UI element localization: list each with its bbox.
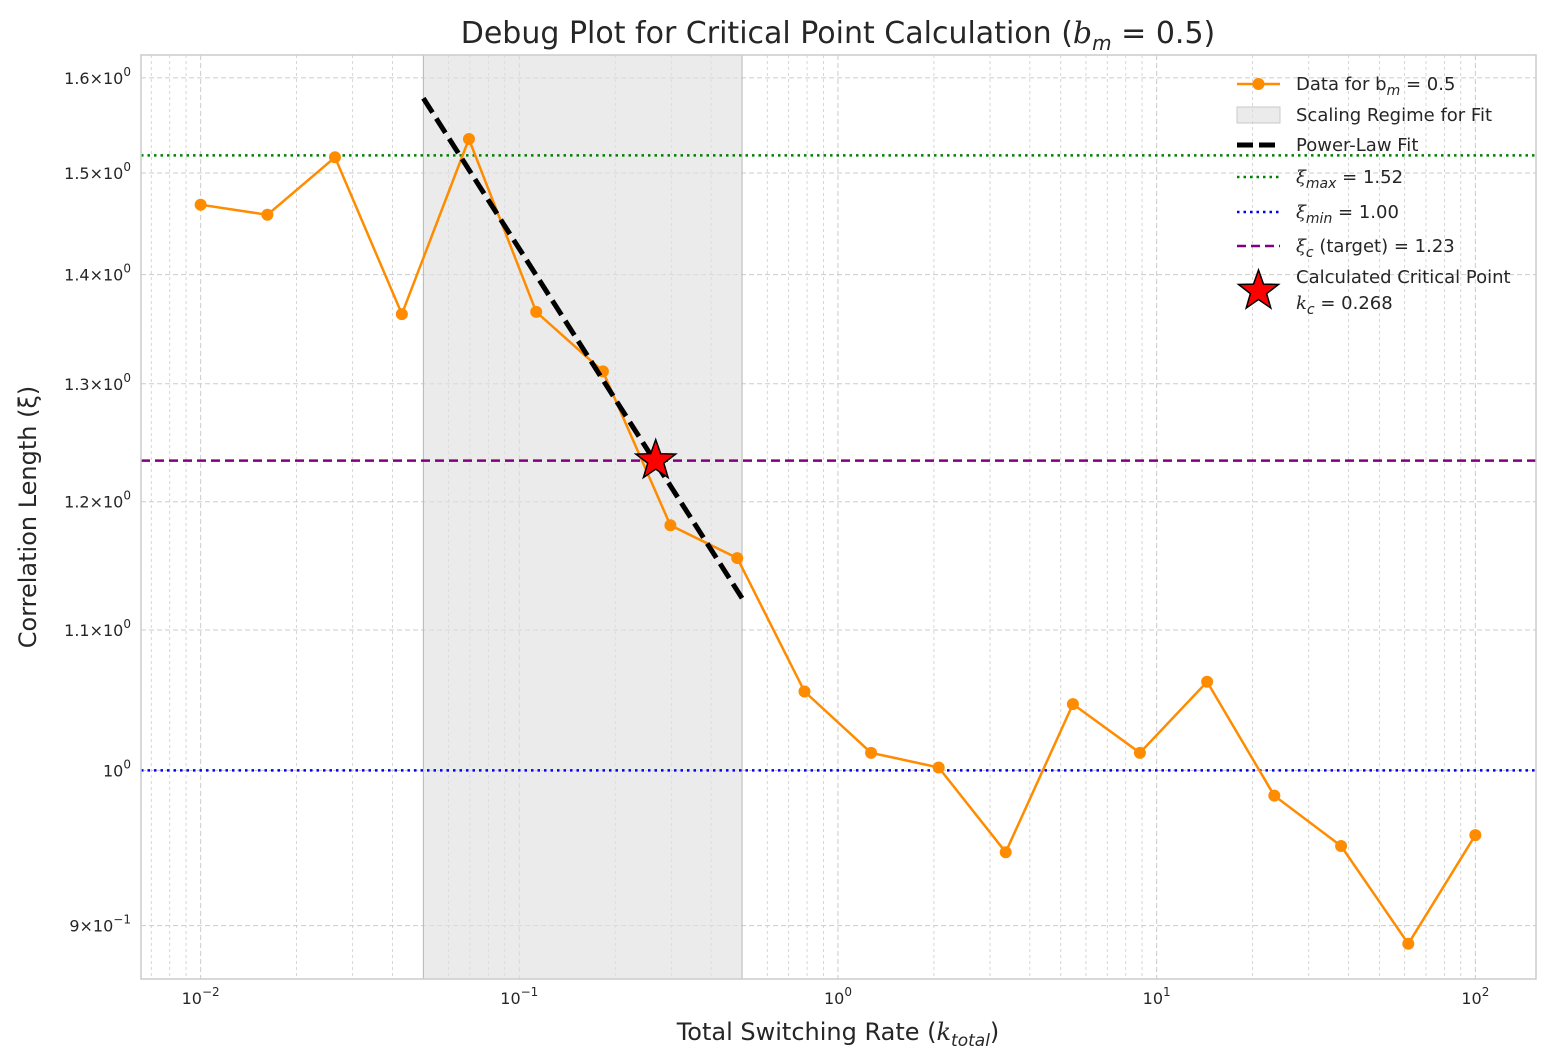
chart-title: Debug Plot for Critical Point Calculatio… bbox=[461, 16, 1215, 55]
legend-swatch-patch bbox=[1236, 106, 1281, 124]
y-tick-label: 1.3×100 bbox=[64, 371, 131, 394]
legend-swatch-marker bbox=[1252, 78, 1265, 90]
data-point bbox=[664, 519, 677, 532]
legend-label: Power-Law Fit bbox=[1296, 135, 1418, 156]
fit-region-layer bbox=[422, 54, 743, 980]
legend-label: ξmax = 1.52 bbox=[1296, 167, 1403, 192]
x-tick-label: 10−1 bbox=[500, 985, 538, 1008]
data-point bbox=[798, 685, 811, 698]
x-tick-label: 102 bbox=[1461, 985, 1489, 1008]
y-axis-title: Correlation Length (ξ) bbox=[14, 386, 42, 649]
x-tick-label: 100 bbox=[824, 985, 852, 1008]
legend-entry-hmax: ξmax = 1.52 bbox=[1237, 167, 1403, 192]
data-point bbox=[530, 305, 543, 318]
legend-label: Calculated Critical Point bbox=[1296, 267, 1511, 288]
legend-label: ξmin = 1.00 bbox=[1296, 202, 1399, 227]
x-tick-label: 10−2 bbox=[182, 985, 220, 1008]
data-point bbox=[731, 552, 744, 565]
data-point bbox=[1469, 829, 1482, 842]
data-point bbox=[395, 308, 408, 321]
data-point bbox=[865, 746, 878, 759]
x-tick-labels: 10−2 10−1 100 101 102 bbox=[182, 985, 1490, 1008]
legend-entry-data: Data for bm = 0.5 bbox=[1237, 74, 1455, 99]
x-tick-label: 101 bbox=[1143, 985, 1171, 1008]
scaling-regime-band bbox=[422, 54, 743, 980]
data-point bbox=[932, 761, 945, 774]
plot-frame bbox=[140, 54, 1537, 980]
data-point bbox=[328, 151, 341, 164]
legend-entry-region: Scaling Regime for Fit bbox=[1236, 105, 1492, 126]
legend-entry-hmin: ξmin = 1.00 bbox=[1237, 202, 1399, 227]
legend-label: kc = 0.268 bbox=[1296, 293, 1393, 318]
data-point bbox=[999, 846, 1012, 859]
data-series bbox=[194, 132, 1482, 950]
data-point bbox=[261, 208, 274, 221]
legend-label: Data for bm = 0.5 bbox=[1296, 74, 1455, 99]
y-tick-label: 100 bbox=[103, 757, 131, 780]
data-point bbox=[1402, 937, 1415, 950]
data-point bbox=[194, 198, 207, 211]
legend-entry-star: Calculated Critical Point kc = 0.268 bbox=[1236, 267, 1511, 318]
critical-point-layer bbox=[633, 437, 678, 480]
data-point bbox=[1335, 839, 1348, 852]
legend-swatch-star bbox=[1236, 267, 1281, 310]
data-point bbox=[1201, 675, 1214, 688]
data-point bbox=[1268, 789, 1281, 802]
legend-entry-hc: ξc (target) = 1.23 bbox=[1237, 236, 1455, 261]
reference-lines bbox=[141, 154, 1536, 772]
legend: Data for bm = 0.5 Scaling Regime for Fit P… bbox=[1236, 74, 1511, 318]
y-tick-label: 1.2×100 bbox=[64, 489, 131, 512]
data-point bbox=[1133, 746, 1146, 759]
data-point bbox=[462, 132, 475, 145]
data-point bbox=[1066, 698, 1079, 711]
legend-entry-fit: Power-Law Fit bbox=[1237, 135, 1418, 156]
legend-label: Scaling Regime for Fit bbox=[1296, 105, 1492, 126]
y-tick-label: 1.5×100 bbox=[64, 160, 131, 183]
legend-label: ξc (target) = 1.23 bbox=[1296, 236, 1455, 261]
power-law-fit-layer bbox=[421, 96, 745, 600]
y-tick-labels: 9×10−1 100 1.1×100 1.2×100 1.3×100 1.4×100 1.5… bbox=[64, 65, 131, 936]
y-tick-label: 9×10−1 bbox=[69, 913, 131, 936]
critical-point-star bbox=[633, 437, 678, 480]
power-law-fit-line bbox=[421, 96, 745, 600]
data-series-line bbox=[200, 135, 1477, 947]
y-tick-label: 1.1×100 bbox=[64, 617, 131, 640]
y-tick-label: 1.4×100 bbox=[64, 262, 131, 285]
x-axis-title: Total Switching Rate (ktotal) bbox=[676, 1018, 1000, 1051]
y-tick-label: 1.6×100 bbox=[64, 65, 131, 88]
